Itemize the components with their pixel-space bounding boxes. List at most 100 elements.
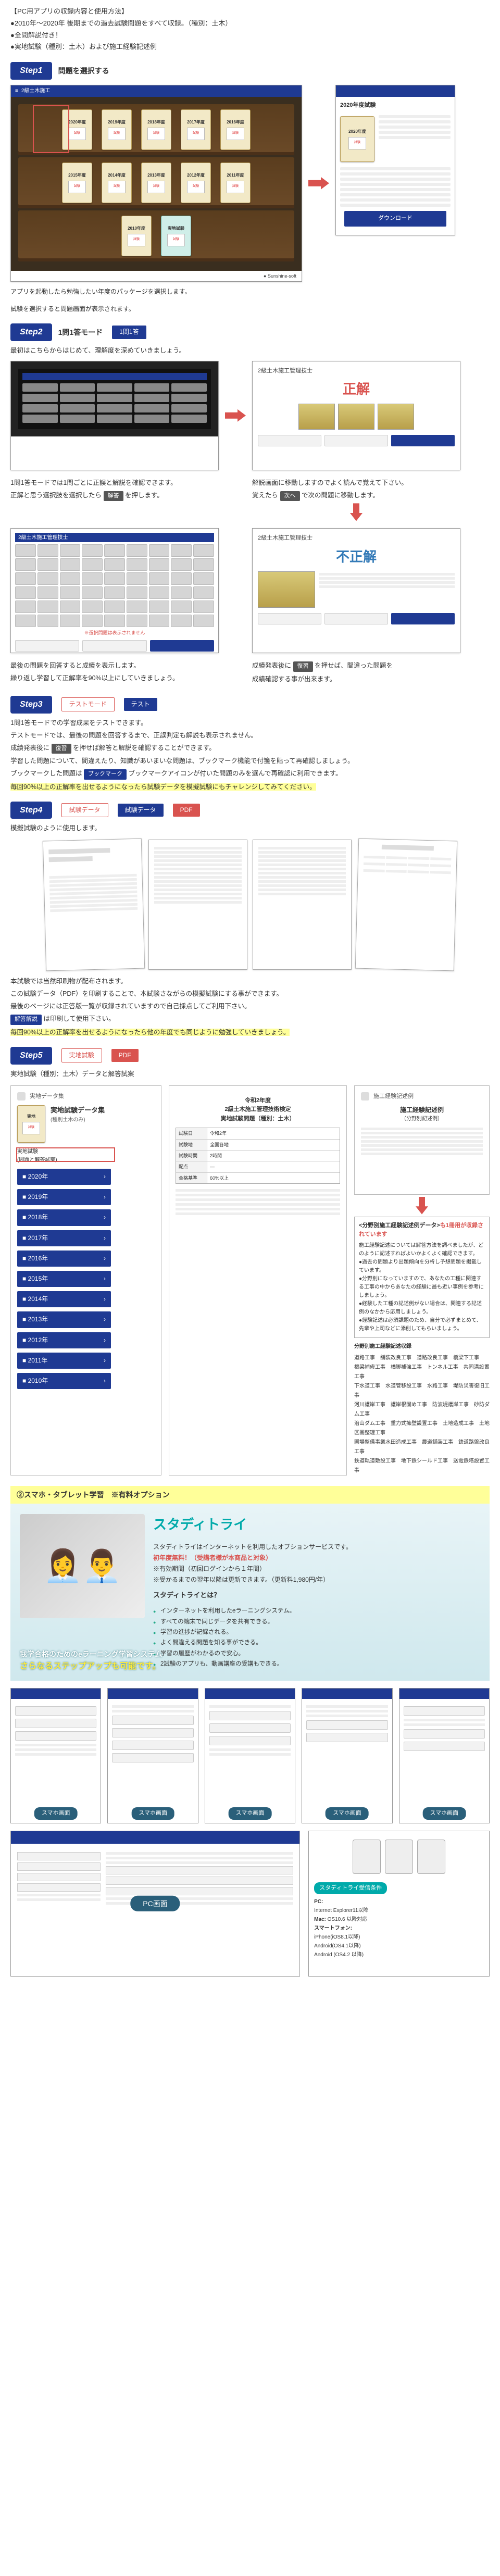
book-package[interactable]: 2018年度試験 [141, 109, 171, 150]
step2-header: Step2 1問1答モード 1問1答 [10, 323, 490, 341]
year-button[interactable]: ■ 2015年› [17, 1271, 111, 1287]
answer-nav-buttons [258, 435, 455, 446]
desc-lines [379, 113, 451, 165]
studytry-logo: スタディトライ [153, 1514, 480, 1536]
step1-cap2: 試験を選択すると問題画面が表示されます。 [10, 304, 490, 314]
s2-rc1: 解説画面に移動しますのでよく読んで覚えて下さい。 [252, 478, 460, 488]
app-topbar: ≡2級土木施工 [11, 85, 302, 97]
pc-screenshot: PC画面 [10, 1831, 300, 1977]
s2-lc1: 1問1答モードでは1問ごとに正誤と解説を確認できます。 [10, 478, 219, 488]
intro-block: 【PC用アプリの収録内容と使用方法】 ●2010年～2020年 後期までの過去試… [10, 6, 490, 53]
intro-b3: ●実地試験（種別：土木）および施工経験記述例 [10, 42, 490, 53]
book-package[interactable]: 2016年度試験 [220, 109, 251, 150]
book-package[interactable]: 2012年度試験 [181, 162, 211, 203]
year-list-panel: 実地データ集 実地試験 実地試験データ集 (種別土木のみ) 実地試験(問題と解答… [10, 1085, 161, 1475]
exam-sheet-preview: 令和2年度 2級土木施工管理技術検定 実地試験問題（種別：土木） 試験日令和2年… [169, 1085, 347, 1475]
step2-title: 1問1答モード [58, 327, 103, 338]
step5-panels: 実地データ集 実地試験 実地試験データ集 (種別土木のみ) 実地試験(問題と解答… [10, 1085, 490, 1475]
arrow-right-icon [308, 176, 329, 191]
arrow-right-icon [225, 408, 246, 423]
s2-rc2: 覚えたら 次へ で次の問題に移動します。 [252, 490, 460, 502]
question-grid-screenshot: 2級土木施工管理技士 ※選択問題は表示されません [10, 528, 219, 653]
step5-header: Step5 実地試験 PDF [10, 1047, 490, 1065]
device-icon [417, 1840, 445, 1874]
year-button[interactable]: ■ 2010年› [17, 1373, 111, 1389]
phone-shot: スマホ画面 [107, 1688, 198, 1823]
book-package[interactable]: 2014年度試験 [102, 162, 132, 203]
question-number-grid [15, 544, 214, 627]
book-package[interactable]: 2019年度試験 [102, 109, 132, 150]
environment-box: スタディトライ受信条件 PC: Internet Explorer11以降 Ma… [308, 1831, 490, 1977]
step4-header: Step4 試験データ 試験データ PDF [10, 802, 490, 819]
pc-env-row: PC画面 スタディトライ受信条件 PC: Internet Explorer11… [10, 1831, 490, 1977]
instruction-box: <分野別施工経験記述例データ>も1冊用が収録されています 施工経験記述については… [354, 1217, 490, 1338]
q-footnote: ※選択問題は表示されません [15, 629, 214, 636]
phone-screenshots: スマホ画面 スマホ画面 スマホ画面 スマホ画面 スマホ画面 [10, 1688, 490, 1823]
book-package[interactable]: 2017年度試験 [181, 109, 211, 150]
step1-screens: ≡2級土木施工 2020年度試験 2019年度試験 2018年度試験 2017年度試験… [10, 85, 490, 282]
category-list: 分野別施工経験記述収録 道路工事 舗装改良工事 道路改良工事 橋梁下工事 橋梁補… [354, 1342, 490, 1475]
year-button[interactable]: ■ 2018年› [17, 1209, 111, 1226]
answer-q-title: 2級土木施工管理技士 [258, 367, 455, 376]
step2-btn[interactable]: 1問1答 [112, 326, 146, 339]
hero-people-image [20, 1514, 145, 1618]
year-button[interactable]: ■ 2020年› [17, 1169, 111, 1185]
step1-cap1: アプリを起動したら勉強したい年度のパッケージを選択します。 [10, 287, 490, 297]
mock-exam-doc [148, 840, 247, 970]
optional-banner: ②スマホ・タブレット学習 ※有料オプション [10, 1486, 490, 1504]
s2-intro: 最初はこちらからはじめて、理解度を深めていきましょう。 [10, 345, 490, 356]
step1-pill: Step1 [10, 62, 52, 80]
download-button[interactable]: ダウンロード [344, 211, 446, 227]
intro-heading: 【PC用アプリの収録内容と使用方法】 [10, 6, 490, 17]
year-button[interactable]: ■ 2013年› [17, 1311, 111, 1328]
year-button[interactable]: ■ 2012年› [17, 1332, 111, 1348]
year-button[interactable]: ■ 2019年› [17, 1189, 111, 1205]
year-buttons: ■ 2020年› ■ 2019年› ■ 2018年› ■ 2017年› ■ 2016年›… [17, 1169, 155, 1389]
book-package[interactable]: 2020年度試験 [62, 109, 92, 150]
correct-label: 正解 [258, 379, 455, 401]
pdf-document-row [10, 840, 490, 970]
incorrect-screenshot: 2級土木施工管理技士 不正解 [252, 528, 460, 653]
intro-b1: ●2010年～2020年 後期までの過去試験問題をすべて収録。（種別：土木） [10, 18, 490, 29]
side-title: 2020年度試験 [340, 101, 451, 110]
package-detail-screenshot: 2020年度試験 2020年度試験 ダウンロード [335, 85, 455, 235]
intro-b2: ●全問解説付き！ [10, 30, 490, 41]
year-button[interactable]: ■ 2014年› [17, 1291, 111, 1307]
book-package[interactable]: 2011年度試験 [220, 162, 251, 203]
device-icon [353, 1840, 381, 1874]
mock-exam-doc [253, 840, 352, 970]
hamburger-icon[interactable]: ≡ [15, 87, 18, 95]
phone-shot: スマホ画面 [399, 1688, 490, 1823]
year-button[interactable]: ■ 2017年› [17, 1230, 111, 1246]
step1-title: 問題を選択する [58, 65, 109, 77]
explanation-images [258, 404, 455, 430]
brand-footer: ● Sunshine-soft [11, 271, 302, 281]
step3-header: Step3 テストモード テスト [10, 696, 490, 714]
year-button[interactable]: ■ 2016年› [17, 1251, 111, 1267]
device-icon [385, 1840, 413, 1874]
book-package[interactable]: 2015年度試験 [62, 162, 92, 203]
shelf-row-1: 2020年度試験 2019年度試験 2018年度試験 2017年度試験 2016年度試験 [18, 104, 294, 155]
app-title-bar: 2級土木施工 [21, 87, 51, 95]
shelf-row-3: 2010年度試験実地試験試験 [18, 210, 294, 261]
book-package[interactable]: 2013年度試験 [141, 162, 171, 203]
hero-bullets: インターネットを利用したeラーニングシステム。すべての端末で同じデータを共有でき… [153, 1606, 480, 1669]
phone-shot: スマホ画面 [10, 1688, 101, 1823]
instr-lines: 施工経験記述については解答方法を調べましたが、どのように記述すればよいかよくよく… [359, 1242, 485, 1333]
book-package[interactable]: 実地試験試験 [161, 216, 191, 256]
phone-shot: スマホ画面 [302, 1688, 392, 1823]
year-button[interactable]: ■ 2011年› [17, 1353, 111, 1369]
question-dark-screenshot [10, 361, 219, 470]
experience-col: 施工経験記述例 施工経験記述例 （分野別記述例） <分野別施工経験記述例データ>… [354, 1085, 490, 1475]
hero-tagline: 我学合格のためのeラーニング学習システム さらなるステップアップも可能です。 [20, 1648, 162, 1673]
shelf-row-2: 2015年度試験 2014年度試験 2013年度試験 2012年度試験 2011年度試験 [18, 157, 294, 208]
hero-info: スタディトライはインターネットを利用したオプションサービスです。 初年度無料！（… [153, 1542, 480, 1585]
mock-exam-doc [355, 839, 457, 971]
book-package[interactable]: 2010年度試験 [121, 216, 152, 256]
step2-pill: Step2 [10, 323, 52, 341]
mock-exam-doc [43, 839, 145, 971]
correct-screenshot: 2級土木施工管理技士 正解 [252, 361, 460, 470]
arrow-down-icon [348, 503, 364, 521]
bookshelf-screenshot: ≡2級土木施工 2020年度試験 2019年度試験 2018年度試験 2017年度試験… [10, 85, 302, 282]
step1-header: Step1 問題を選択する [10, 62, 490, 80]
